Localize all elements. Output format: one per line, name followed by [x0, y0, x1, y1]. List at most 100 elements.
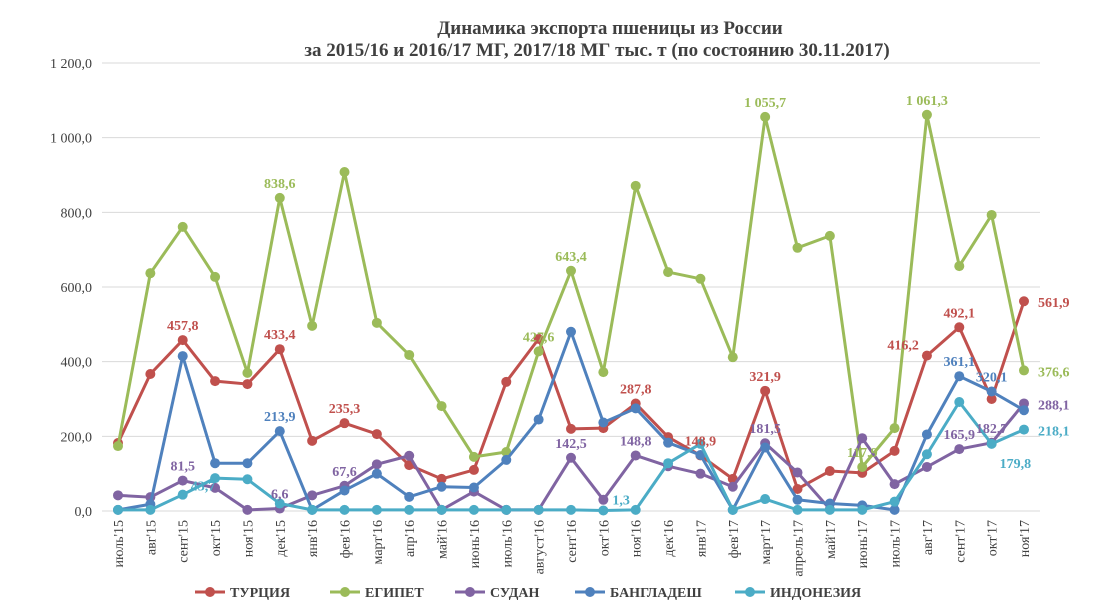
data-point — [307, 435, 318, 446]
data-label: 81,5 — [170, 460, 195, 475]
data-point — [954, 261, 965, 272]
data-label: 142,5 — [555, 437, 587, 452]
data-label: 181,5 — [749, 422, 781, 437]
data-point — [210, 271, 221, 282]
data-point — [436, 401, 447, 412]
data-point — [436, 473, 447, 484]
data-point — [533, 414, 544, 425]
data-label: 320,1 — [976, 370, 1008, 385]
x-tick-label: окт'16 — [597, 520, 612, 556]
data-point — [792, 494, 803, 505]
data-point — [404, 504, 415, 515]
data-point — [921, 109, 932, 120]
data-label: 288,1 — [1038, 398, 1070, 413]
data-point — [242, 458, 253, 469]
data-point — [663, 458, 674, 469]
x-tick-label: май'16 — [436, 520, 451, 559]
data-point — [339, 167, 350, 178]
x-tick-label: ноя'16 — [630, 520, 645, 557]
data-point — [274, 344, 285, 355]
legend-marker — [465, 587, 475, 597]
data-label: 321,9 — [749, 370, 781, 385]
x-tick-label: июнь'17 — [856, 520, 871, 568]
y-tick-label: 0,0 — [75, 505, 93, 520]
data-point — [274, 192, 285, 203]
data-point — [921, 461, 932, 472]
data-point — [501, 504, 512, 515]
data-point — [274, 426, 285, 437]
data-point — [889, 504, 900, 515]
data-label: 117,9 — [847, 446, 878, 461]
data-point — [630, 403, 641, 414]
data-point — [210, 458, 221, 469]
data-point — [695, 468, 706, 479]
x-tick-label: дек'15 — [274, 520, 289, 557]
legend-label: ЕГИПЕТ — [365, 586, 424, 601]
data-label: 67,6 — [332, 465, 357, 480]
data-label: 427,6 — [523, 330, 555, 345]
data-point — [889, 423, 900, 434]
data-point — [630, 450, 641, 461]
data-point — [630, 504, 641, 515]
data-point — [954, 396, 965, 407]
x-tick-label: окт'15 — [209, 520, 224, 556]
data-point — [792, 242, 803, 253]
x-tick-label: апрель'17 — [792, 520, 807, 577]
data-point — [1019, 296, 1029, 307]
data-point — [113, 490, 123, 501]
data-label: 179,8 — [1000, 457, 1031, 472]
x-tick-label: июль'16 — [500, 520, 515, 568]
data-point — [177, 221, 188, 232]
legend-marker — [340, 587, 350, 597]
data-point — [727, 352, 738, 363]
legend-label: ИНДОНЕЗИЯ — [770, 586, 861, 601]
data-point — [663, 267, 674, 278]
data-point — [566, 452, 576, 463]
data-point — [857, 461, 868, 472]
data-point — [760, 494, 771, 505]
x-tick-label: сент'15 — [177, 520, 192, 563]
data-point — [695, 438, 706, 449]
data-label: 492,1 — [944, 306, 976, 321]
data-point — [921, 350, 932, 361]
y-tick-label: 200,0 — [61, 430, 93, 445]
data-point — [436, 481, 447, 492]
data-point — [177, 475, 188, 486]
x-tick-label: авг'17 — [921, 520, 936, 555]
data-point — [242, 367, 253, 378]
data-point — [533, 504, 544, 515]
y-tick-label: 600,0 — [61, 281, 93, 296]
data-point — [760, 111, 771, 122]
data-label: 416,2 — [887, 339, 919, 354]
data-point — [274, 498, 285, 509]
data-label: 433,4 — [264, 328, 296, 343]
data-point — [210, 482, 221, 493]
x-tick-label: ноя'15 — [241, 520, 256, 557]
data-point — [889, 479, 900, 490]
data-point — [371, 504, 382, 515]
data-point — [954, 444, 965, 455]
data-point — [404, 450, 415, 461]
data-point — [566, 423, 576, 434]
x-tick-label: апр'16 — [403, 520, 418, 557]
data-point — [598, 367, 609, 378]
data-point — [339, 485, 350, 496]
x-tick-label: июль'17 — [889, 520, 904, 568]
data-point — [824, 230, 835, 241]
data-label: 148,8 — [620, 434, 652, 449]
data-point — [210, 376, 221, 387]
data-point — [986, 209, 997, 220]
data-point — [889, 496, 900, 507]
x-tick-label: май'17 — [824, 520, 839, 559]
data-point — [177, 351, 188, 362]
x-tick-label: фев'16 — [339, 520, 354, 558]
legend-label: СУДАН — [490, 586, 540, 601]
data-point — [598, 505, 609, 516]
data-point — [468, 451, 479, 462]
data-point — [113, 504, 123, 515]
data-point — [436, 504, 447, 515]
x-tick-label: дек'16 — [662, 520, 677, 557]
data-point — [986, 386, 997, 397]
data-point — [404, 491, 415, 502]
data-point — [857, 433, 868, 444]
